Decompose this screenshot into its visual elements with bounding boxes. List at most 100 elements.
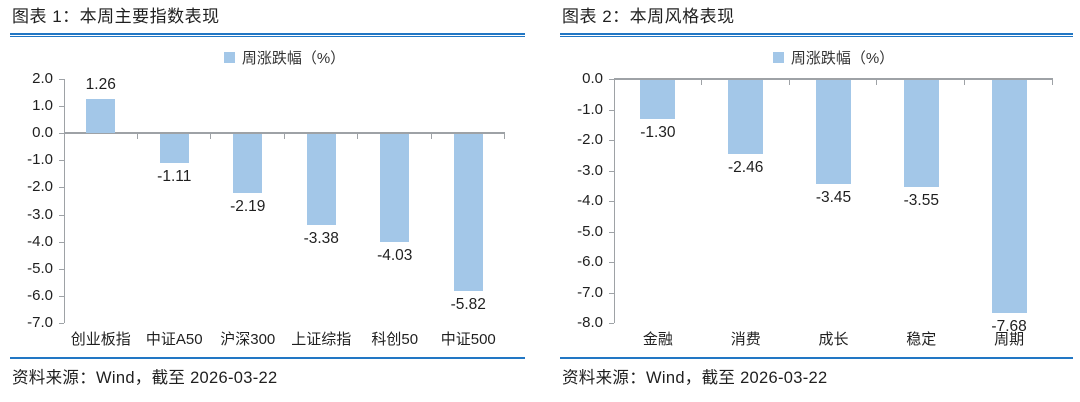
y-axis-tick [59,187,64,189]
y-tick-label: -6.0 [577,253,603,270]
category-axis-tick [430,134,432,140]
legend-swatch-icon [772,52,784,63]
y-tick-label: 1.0 [32,97,53,115]
bar [159,134,189,164]
bar [453,134,483,291]
bar [306,134,336,225]
bar [728,80,764,155]
x-category-label: 中证500 [440,331,496,348]
x-category-label: 成长 [818,331,849,348]
legend-swatch-icon [223,52,235,63]
y-axis-tick [609,140,614,141]
y-axis-tick [59,106,64,108]
category-axis-tick [700,80,702,85]
bar-value-label: 1.26 [85,76,116,94]
y-tick-label: -5.0 [27,259,53,277]
chart-panel-2: 图表 2：本周风格表现 周涨跌幅（%） 0.0 -1.0 -2.0 -3.0 -4.0 -… [540,0,1080,402]
y-tick-label: -5.0 [577,222,603,240]
y-tick-label: -3.0 [27,205,53,223]
y-tick-label: -2.0 [27,178,53,196]
chart-1-title: 图表 1：本周主要指数表现 [12,7,220,26]
y-axis-tick [59,268,64,270]
bar-chart-indices: 周涨跌幅（%） 2.0 1.0 0.0 -1.0 -2.0 -3.0 -4.0 -5.0 -6.… [10,37,525,357]
y-axis-tick [59,323,64,324]
zero-axis-line [64,132,505,135]
title-rule [560,33,1073,37]
y-tick-label: -3.0 [577,161,603,179]
bar-chart-styles: 周涨跌幅（%） 0.0 -1.0 -2.0 -3.0 -4.0 -5.0 -6.0 -7.0 -… [560,37,1073,357]
title-rule [10,33,525,37]
y-tick-label: -1.0 [577,100,603,118]
y-tick-label: 0.0 [32,124,53,142]
y-axis-tick [59,295,64,297]
category-axis-tick [788,80,790,85]
x-category-label: 沪深300 [220,331,276,348]
y-axis-tick [609,79,614,80]
bar [640,80,676,119]
y-axis-tick [59,214,64,216]
source-rule [560,357,1073,359]
y-axis-tick [609,262,614,263]
zero-axis-line [614,78,1053,80]
chart-panel-1: 图表 1：本周主要指数表现 周涨跌幅（%） 2.0 1.0 0.0 -1.0 -2.0 -… [10,7,525,387]
y-tick-label: -4.0 [577,192,603,209]
bar-value-label: -7.68 [991,318,1027,336]
y-axis-tick [609,170,614,172]
category-axis-tick [210,134,211,140]
x-category-label: 周期 [994,331,1025,348]
bar [86,99,116,134]
category-axis-tick [876,80,878,85]
chart-legend: 周涨跌幅（%） [64,47,505,68]
x-category-label: 中证A50 [145,331,203,348]
y-axis-tick [59,133,64,135]
y-tick-label: -1.0 [27,151,53,169]
y-axis-tick [609,292,614,294]
category-axis-tick [357,134,358,140]
y-axis-line [614,79,615,323]
legend-label: 周涨跌幅（%） [241,50,346,67]
y-tick-label: -4.0 [27,232,53,250]
bar-value-label: -1.30 [640,123,676,141]
y-tick-label: 0.0 [582,70,603,87]
x-category-label: 上证综指 [291,331,352,348]
x-category-label: 金融 [642,331,673,348]
x-category-label: 消费 [730,331,761,348]
y-axis-tick [609,231,614,233]
bar-value-label: -3.38 [303,229,339,247]
chart-legend: 周涨跌幅（%） [614,47,1053,68]
y-axis-tick [59,241,64,243]
y-axis-tick [609,323,614,324]
category-axis-tick [504,134,505,140]
y-tick-label: 2.0 [32,70,53,87]
y-axis-tick [609,109,614,111]
category-axis-tick [136,134,138,140]
category-axis-tick [964,80,966,85]
x-category-label: 创业板指 [70,331,131,348]
y-tick-label: -8.0 [577,314,603,331]
source-note: 资料来源：Wind，截至 2026-03-22 [12,369,278,387]
y-axis-tick [59,160,64,162]
y-tick-label: -7.0 [577,283,603,301]
y-tick-label: -2.0 [577,131,603,148]
bar [816,80,851,185]
category-axis-tick [1052,80,1053,85]
bar-value-label: -1.11 [157,168,192,186]
y-tick-label: -7.0 [27,314,53,331]
bar [903,80,939,188]
bar-value-label: -3.55 [903,192,939,210]
source-rule [10,357,525,359]
y-tick-label: -6.0 [27,286,53,304]
y-axis-tick [59,79,64,80]
bar [380,134,410,243]
bar-value-label: -4.03 [377,247,413,265]
bar-value-label: -2.46 [728,159,764,177]
bar-value-label: -3.45 [815,189,852,207]
y-axis-line [64,79,65,323]
legend-label: 周涨跌幅（%） [790,50,895,67]
x-category-label: 稳定 [906,331,937,348]
x-category-label: 科创50 [371,331,419,348]
source-note: 资料来源：Wind，截至 2026-03-22 [562,369,828,387]
bar [233,134,263,193]
category-axis-tick [283,134,285,140]
